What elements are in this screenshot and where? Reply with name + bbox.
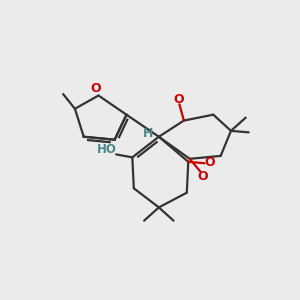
Text: H: H	[142, 127, 153, 140]
Text: O: O	[173, 93, 184, 106]
Text: O: O	[91, 82, 101, 95]
Text: O: O	[198, 170, 208, 183]
Text: HO: HO	[98, 142, 117, 156]
Text: O: O	[205, 157, 215, 169]
